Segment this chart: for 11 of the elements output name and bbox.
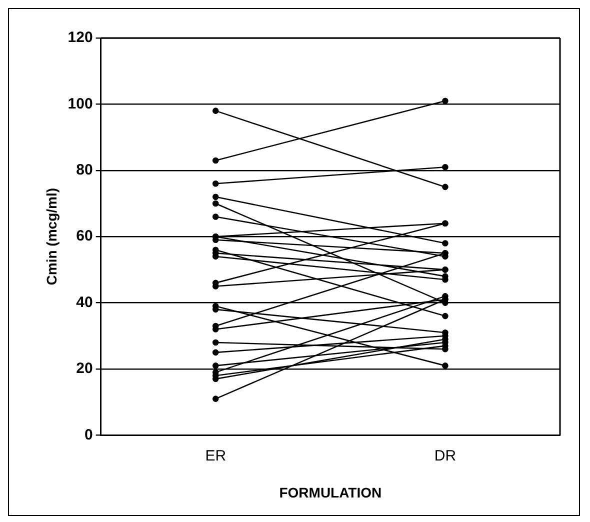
x-tick-label: ER (205, 447, 226, 464)
y-tick-label: 80 (76, 162, 93, 179)
x-axis-title: FORMULATION (279, 484, 382, 500)
y-tick-label: 40 (76, 294, 93, 311)
y-tick-label: 0 (84, 426, 93, 444)
x-tick-label: DR (434, 447, 456, 464)
y-tick-label: 20 (76, 360, 93, 378)
y-tick-label: 120 (68, 29, 93, 46)
y-tick-label: 60 (76, 228, 93, 245)
y-tick-label: 100 (68, 95, 93, 112)
y-axis-title: Cmin (mcg/ml) (43, 188, 60, 286)
